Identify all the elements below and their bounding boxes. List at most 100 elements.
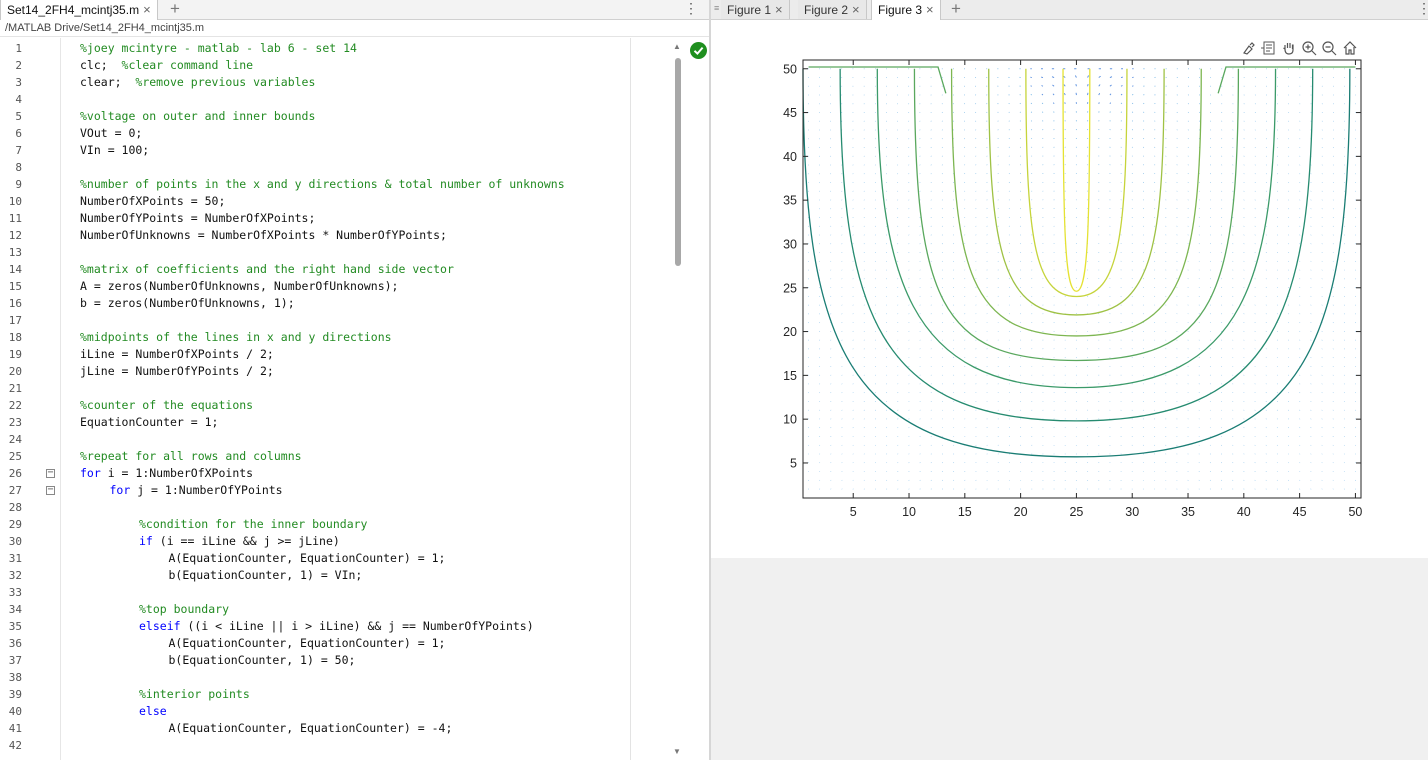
quiver-arrow [1051,76,1055,78]
tab-figure-2[interactable]: Figure 2 × [798,0,867,19]
code-text: clear; %remove previous variables [80,74,315,91]
code-line[interactable]: 34 %top boundary [0,601,630,618]
close-icon[interactable]: × [926,2,934,17]
code-line[interactable]: 5 %voltage on outer and inner bounds [0,108,630,125]
brush-icon[interactable] [1241,40,1257,56]
code-line[interactable]: 4 [0,91,630,108]
close-icon[interactable]: × [143,2,151,17]
quiver-arrow [1098,84,1101,87]
code-line[interactable]: 31 A(EquationCounter, EquationCounter) = … [0,550,630,567]
code-line[interactable]: 14 %matrix of coefficients and the right … [0,261,630,278]
code-line[interactable]: 7 VIn = 100; [0,142,630,159]
contour-plot[interactable]: 5 10 15 20 25 30 35 40 45 50 5 10 15 20 25 30 35 40 45 50 [711,20,1428,558]
code-line[interactable]: 25 %repeat for all rows and columns [0,448,630,465]
code-line[interactable]: 20 jLine = NumberOfYPoints / 2; [0,363,630,380]
add-tab-icon[interactable]: + [951,0,961,18]
tab-label: Figure 2 [804,3,849,17]
line-number: 31 [8,552,22,565]
code-line[interactable]: 38 [0,669,630,686]
code-line[interactable]: 17 [0,312,630,329]
line-number: 36 [8,637,22,650]
quiver-arrow [1143,120,1145,122]
code-line[interactable]: 19 iLine = NumberOfXPoints / 2; [0,346,630,363]
code-line[interactable]: 36 A(EquationCounter, EquationCounter) = … [0,635,630,652]
code-line[interactable]: 27 − for j = 1:NumberOfYPoints [0,482,630,499]
code-line[interactable]: 33 [0,584,630,601]
more-options-icon[interactable]: ⋮ [1417,0,1428,16]
contour-line [876,68,1277,389]
code-line[interactable]: 35 elseif ((i < iLine || i > iLine) && j … [0,618,630,635]
code-line[interactable]: 32 b(EquationCounter, 1) = VIn; [0,567,630,584]
code-line[interactable]: 10 NumberOfXPoints = 50; [0,193,630,210]
code-line[interactable]: 42 [0,737,630,754]
data-tips-icon[interactable] [1260,40,1276,56]
code-text: b(EquationCounter, 1) = VIn; [168,568,363,582]
code-text: A(EquationCounter, EquationCounter) = 1; [168,636,446,650]
code-text: elseif ((i < iLine || i > iLine) && j ==… [139,618,534,635]
line-number: 41 [8,722,22,735]
tab-figure-1[interactable]: Figure 1 × [721,0,790,19]
code-line[interactable]: 1 %joey mcintyre - matlab - lab 6 - set 1… [0,40,630,57]
code-line[interactable]: 41 A(EquationCounter, EquationCounter) = … [0,720,630,737]
code-text: for i = 1:NumberOfXPoints [80,465,253,482]
code-line[interactable]: 29 %condition for the inner boundary [0,516,630,533]
quiver-arrow [1132,85,1134,87]
close-icon[interactable]: × [852,2,860,17]
panel-divider[interactable] [709,0,711,760]
code-line[interactable]: 37 b(EquationCounter, 1) = 50; [0,652,630,669]
code-line[interactable]: 6 VOut = 0; [0,125,630,142]
code-line[interactable]: 40 else [0,703,630,720]
code-line[interactable]: 9 %number of points in the x and y direct… [0,176,630,193]
quiver-arrow [1087,75,1089,78]
line-number: 22 [8,399,22,412]
code-line[interactable]: 16 b = zeros(NumberOfUnknowns, 1); [0,295,630,312]
code-editor[interactable]: 1 %joey mcintyre - matlab - lab 6 - set 1… [0,38,709,760]
code-rest: ((i < iLine || i > iLine) && j == Number… [180,619,534,633]
line-number: 8 [15,161,22,174]
code-line[interactable]: 21 [0,380,630,397]
scrollbar-thumb[interactable] [675,58,681,266]
zoom-in-icon[interactable] [1301,40,1317,56]
editor-tab[interactable]: Set14_2FH4_mcintj35.m × [0,0,158,20]
code-line[interactable]: 2 clc; %clear command line [0,57,630,74]
x-tick-label: 45 [1293,505,1307,519]
code-line[interactable]: 11 NumberOfYPoints = NumberOfXPoints; [0,210,630,227]
code-line[interactable]: 23 EquationCounter = 1; [0,414,630,431]
panel-grip-icon[interactable]: ≡ [714,3,720,13]
scroll-down-arrow-icon[interactable]: ▼ [673,747,681,756]
close-icon[interactable]: × [775,2,783,17]
fold-toggle-icon[interactable]: − [46,484,55,495]
code-analyzer-ok-icon[interactable] [690,42,707,59]
home-icon[interactable] [1342,40,1358,56]
more-options-icon[interactable]: ⋮ [684,0,698,16]
tab-figure-3[interactable]: Figure 3 × [871,0,941,20]
quiver-arrow [1019,120,1021,122]
code-line[interactable]: 22 %counter of the equations [0,397,630,414]
code-text: if (i == iLine && j >= jLine) [139,533,340,550]
code-line[interactable]: 8 [0,159,630,176]
code-line[interactable]: 13 [0,244,630,261]
code-line[interactable]: 30 if (i == iLine && j >= jLine) [0,533,630,550]
contour-line [1025,68,1128,298]
quiver-arrow [1041,93,1044,96]
contour-line [802,68,1351,458]
code-line[interactable]: 26 − for i = 1:NumberOfXPoints [0,465,630,482]
pan-icon[interactable] [1281,40,1297,56]
add-tab-icon[interactable]: + [170,0,180,18]
zoom-out-icon[interactable] [1321,40,1337,56]
line-number: 30 [8,535,22,548]
code-text: for j = 1:NumberOfYPoints [110,482,283,499]
quiver-arrow [1120,102,1123,105]
quiver-arrow [1041,102,1044,105]
fold-toggle-icon[interactable]: − [46,467,55,478]
code-rest: i = 1:NumberOfXPoints [100,466,254,480]
quiver-arrow [1041,85,1044,87]
scroll-up-arrow-icon[interactable]: ▲ [673,42,681,51]
code-line[interactable]: 28 [0,499,630,516]
code-line[interactable]: 12 NumberOfUnknowns = NumberOfXPoints * N… [0,227,630,244]
code-line[interactable]: 15 A = zeros(NumberOfUnknowns, NumberOfUn… [0,278,630,295]
code-line[interactable]: 3 clear; %remove previous variables [0,74,630,91]
code-line[interactable]: 39 %interior points [0,686,630,703]
code-line[interactable]: 24 [0,431,630,448]
code-line[interactable]: 18 %midpoints of the lines in x and y dir… [0,329,630,346]
